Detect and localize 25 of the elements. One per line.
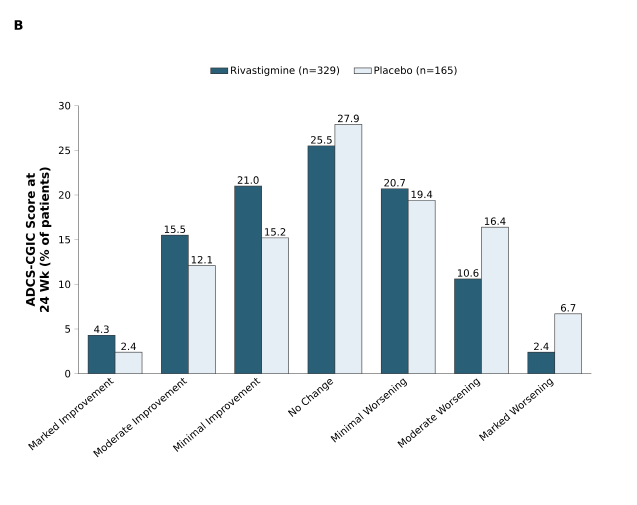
data-label: 2.4 [534, 342, 549, 350]
y-tick-label: 25 [58, 146, 70, 154]
data-label: 15.5 [164, 226, 186, 234]
y-tick-label: 0 [65, 370, 70, 378]
data-label: 4.3 [94, 325, 109, 334]
y-tick-label: 5 [65, 325, 70, 333]
legend-label: Rivastigmine (n=329) [231, 66, 340, 76]
data-label: 21.0 [238, 176, 259, 184]
data-label: 19.4 [412, 190, 432, 198]
data-label: 27.9 [338, 114, 359, 122]
legend-label: Placebo (n=165) [374, 66, 457, 76]
y-tick-label: 10 [59, 280, 70, 288]
data-label: 20.7 [384, 178, 405, 187]
data-label: 25.5 [311, 136, 332, 144]
data-label: 2.4 [121, 342, 136, 350]
data-label: 10.6 [458, 269, 479, 277]
chart-title: B [14, 20, 23, 30]
y-tick-label: 20 [58, 191, 70, 199]
data-label: 15.2 [265, 228, 286, 236]
data-label: 16.4 [484, 217, 506, 225]
data-label: 12.1 [192, 256, 212, 264]
data-label: 6.7 [561, 304, 576, 312]
y-axis-title: ADCS-CGIC Score at 24 Wk (% of patients) [26, 167, 52, 312]
y-tick-label: 30 [58, 102, 70, 110]
y-tick-label: 15 [59, 236, 70, 244]
